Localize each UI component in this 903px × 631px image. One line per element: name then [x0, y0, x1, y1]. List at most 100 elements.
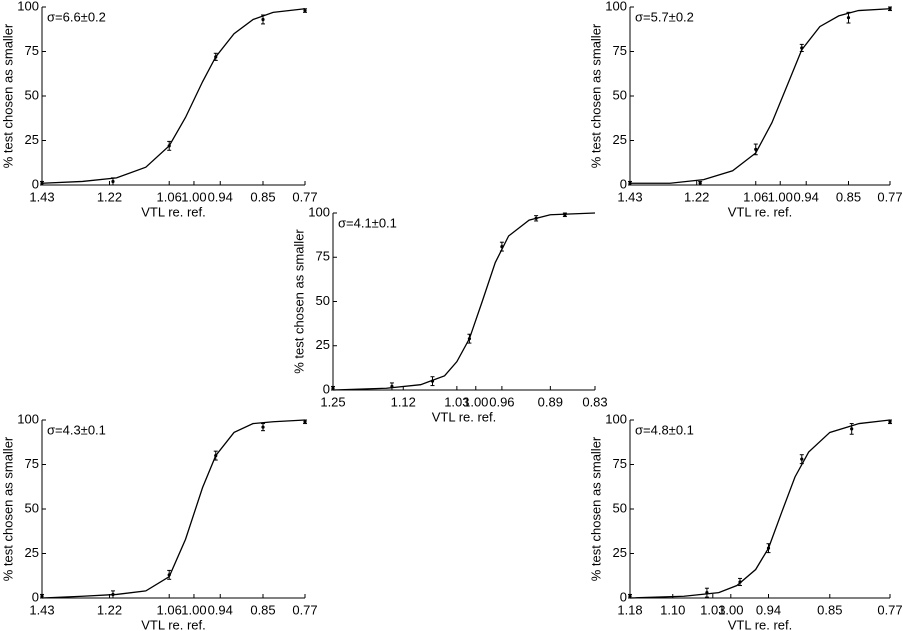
data-point: [534, 216, 538, 220]
y-tick-label: 0: [620, 176, 627, 191]
data-point: [303, 8, 307, 13]
y-axis-label: % test chosen as smaller: [588, 436, 603, 581]
y-tick-label: 75: [316, 249, 330, 264]
y-tick-label: 100: [605, 0, 627, 13]
panel: 0 25 50 75 100 1.43 1.22 1.06 1.00 0.94 0.85 0.77 VT…: [0, 411, 317, 631]
data-point: [214, 55, 218, 59]
x-tick-label: 0.94: [208, 189, 233, 204]
panel: 0 25 50 75 100 1.25 1.12 1.031.00 0.96 0.89 0.83 VT…: [291, 204, 607, 424]
y-tick-label: 50: [613, 500, 627, 515]
x-tick-label: 1.03: [700, 602, 725, 617]
data-point: [214, 454, 218, 458]
x-tick-label: 0.94: [756, 602, 781, 617]
annotation: σ=4.8±0.1: [635, 422, 694, 437]
panel: 0 25 50 75 100 1.18 1.10 1.031.00 0.94 0.85 0.77 VT…: [588, 411, 902, 631]
x-tick-label: 1.00: [181, 189, 206, 204]
x-tick-label: 1.06: [157, 602, 182, 617]
x-tick-label: 1.00: [181, 602, 206, 617]
x-tick-label: 1.43: [617, 189, 642, 204]
data-point: [888, 420, 892, 424]
y-tick-label: 75: [613, 456, 627, 471]
data-point: [390, 384, 394, 389]
x-tick-label: 1.06: [743, 189, 768, 204]
data-point: [800, 46, 804, 50]
x-tick-label: 1.22: [97, 189, 122, 204]
y-tick-label: 25: [613, 545, 627, 560]
y-tick-label: 75: [25, 43, 39, 58]
y-tick-label: 50: [25, 87, 39, 102]
data-point: [846, 16, 851, 20]
y-tick-label: 25: [25, 545, 39, 560]
x-tick-label: 0.77: [292, 189, 317, 204]
y-tick-label: 25: [316, 337, 330, 352]
y-tick-label: 0: [323, 381, 330, 396]
x-tick-label: 0.77: [292, 602, 317, 617]
data-point: [563, 213, 567, 217]
y-tick-label: 100: [605, 411, 627, 426]
data-point: [111, 592, 115, 597]
y-tick-label: 100: [17, 411, 39, 426]
y-tick-label: 100: [308, 204, 330, 219]
y-tick-label: 0: [620, 589, 627, 604]
panel: 0 25 50 75 100 1.43 1.22 1.06 1.00 0.94 0.85 0.77 VT…: [588, 0, 902, 219]
fit-curve: [629, 419, 891, 599]
x-tick-label: 1.43: [29, 602, 54, 617]
x-tick-label: 0.85: [836, 189, 861, 204]
y-tick-label: 25: [613, 132, 627, 147]
y-tick-label: 0: [32, 176, 39, 191]
x-axis-label: VTL re. ref.: [728, 617, 793, 631]
x-tick-label: 0.85: [250, 602, 275, 617]
x-axis-label: VTL re. ref.: [432, 409, 497, 424]
x-tick-label: 0.94: [794, 189, 819, 204]
data-point: [167, 573, 171, 577]
x-tick-label: 0.89: [538, 394, 563, 409]
x-tick-label: 1.22: [97, 602, 122, 617]
data-point: [888, 7, 892, 11]
data-point: [850, 427, 854, 431]
x-tick-label: 0.96: [489, 394, 514, 409]
data-point: [754, 147, 758, 151]
x-tick-label: 1.43: [29, 189, 54, 204]
x-tick-label: 1.22: [684, 189, 709, 204]
x-axis-label: VTL re. ref.: [141, 617, 206, 631]
x-tick-label: 0.85: [250, 189, 275, 204]
annotation: σ=6.6±0.2: [47, 9, 106, 24]
x-tick-label: 1.00: [768, 189, 793, 204]
data-point: [705, 591, 709, 595]
x-axis-label: VTL re. ref.: [141, 204, 206, 219]
annotation: σ=4.3±0.1: [47, 422, 106, 437]
x-tick-label: 1.06: [157, 189, 182, 204]
data-point: [628, 181, 632, 185]
data-point: [303, 420, 307, 424]
x-tick-label: 1.12: [391, 394, 416, 409]
data-point: [167, 144, 171, 148]
y-tick-label: 100: [17, 0, 39, 13]
y-tick-label: 50: [25, 500, 39, 515]
data-point: [261, 17, 265, 22]
y-axis-label: % test chosen as smaller: [0, 436, 15, 581]
fit-curve: [41, 8, 306, 184]
data-point: [331, 386, 335, 390]
data-point: [430, 379, 435, 383]
x-tick-label: 0.94: [208, 602, 233, 617]
y-axis-label: % test chosen as smaller: [0, 23, 15, 168]
x-tick-label: 1.00: [463, 394, 488, 409]
data-point: [738, 580, 742, 584]
y-tick-label: 75: [613, 43, 627, 58]
data-point: [800, 457, 804, 461]
x-tick-label: 1.25: [320, 394, 345, 409]
fit-curve: [630, 8, 891, 184]
x-axis-label: VTL re. ref.: [728, 204, 793, 219]
x-tick-label: 0.77: [877, 602, 902, 617]
y-axis-label: % test chosen as smaller: [291, 229, 306, 374]
y-tick-label: 25: [25, 132, 39, 147]
data-point: [698, 181, 702, 185]
data-point: [261, 425, 265, 429]
panel: 0 25 50 75 100 1.43 1.22 1.06 1.00 0.94 0.85 0.77 VT…: [0, 0, 317, 219]
y-tick-label: 50: [613, 87, 627, 102]
y-axis-label: % test chosen as smaller: [588, 23, 603, 168]
fit-curve: [332, 212, 596, 391]
data-point: [40, 181, 44, 185]
x-tick-label: 0.77: [877, 189, 902, 204]
